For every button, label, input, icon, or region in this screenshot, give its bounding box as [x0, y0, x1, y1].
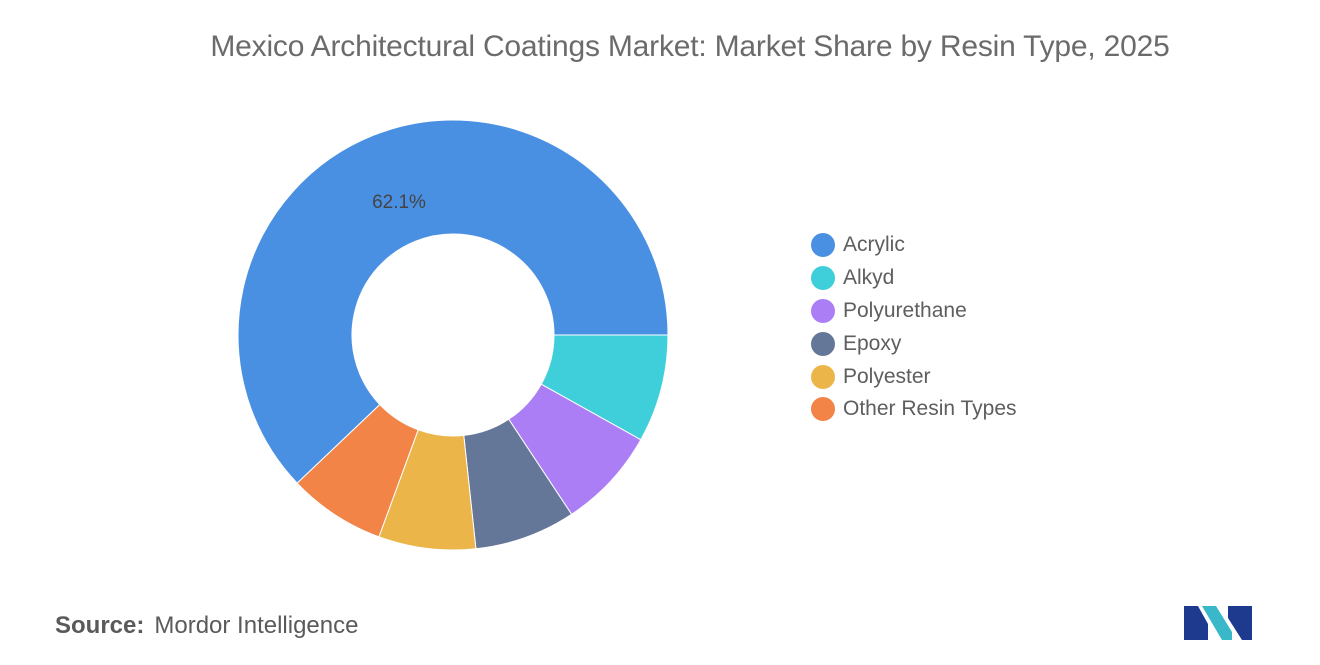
- slice-acrylic: [237, 119, 669, 484]
- legend-item-epoxy: Epoxy: [811, 327, 1017, 360]
- legend-item-acrylic: Acrylic: [811, 229, 1017, 262]
- legend-label: Epoxy: [843, 331, 902, 355]
- legend-swatch: [811, 298, 835, 323]
- legend-label: Polyester: [843, 364, 931, 388]
- logo-shape-middle: [1202, 606, 1232, 640]
- legend-swatch: [811, 397, 835, 422]
- legend-item-polyester: Polyester: [811, 360, 1017, 393]
- legend-label: Alkyd: [843, 266, 895, 290]
- legend-label: Acrylic: [843, 233, 905, 257]
- legend-item-other-resin-types: Other Resin Types: [811, 393, 1017, 426]
- logo-shape-right: [1228, 606, 1252, 640]
- legend-item-polyurethane: Polyurethane: [811, 295, 1017, 328]
- legend-label: Polyurethane: [843, 298, 967, 322]
- mordor-intelligence-logo-icon: [1184, 606, 1252, 640]
- legend-swatch: [811, 266, 835, 291]
- source-footer: Source: Mordor Intelligence: [55, 612, 358, 640]
- legend-label: Other Resin Types: [843, 397, 1017, 421]
- chart-legend: Acrylic Alkyd Polyurethane Epoxy Polyester Ot…: [811, 229, 1017, 426]
- slice-label-acrylic: 62.1%: [372, 192, 426, 213]
- slice-labels: 62.1%: [372, 192, 426, 213]
- legend-item-alkyd: Alkyd: [811, 262, 1017, 295]
- donut-slices: [237, 119, 669, 551]
- chart-title: Mexico Architectural Coatings Market: Ma…: [210, 30, 1170, 63]
- source-label: Source:: [55, 612, 145, 639]
- legend-swatch: [811, 233, 835, 258]
- legend-swatch: [811, 364, 835, 389]
- legend-swatch: [811, 331, 835, 356]
- slice-other-resin-types: [296, 403, 419, 538]
- logo-shape-left: [1184, 606, 1208, 640]
- source-value: Mordor Intelligence: [154, 612, 359, 639]
